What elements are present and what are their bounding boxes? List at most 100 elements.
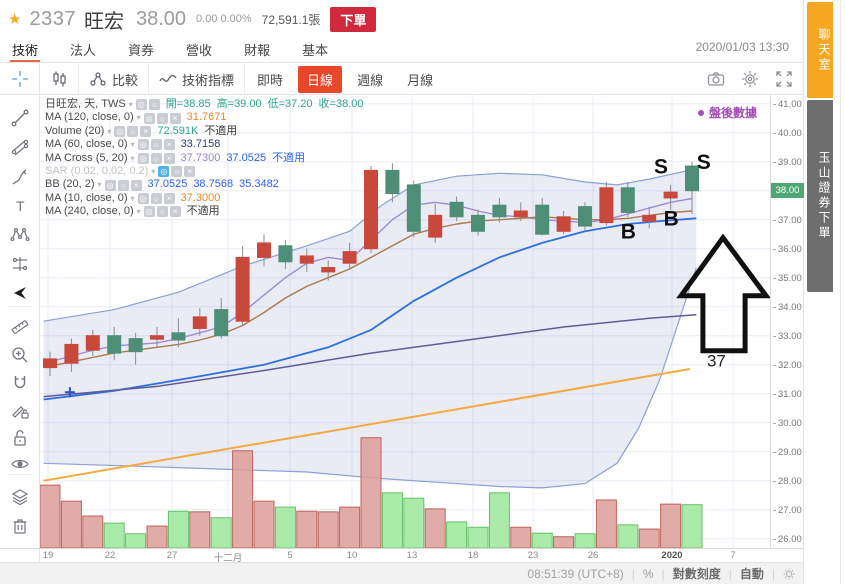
visibility-icon[interactable]: ◎	[137, 139, 149, 151]
legend-title: 日旺宏, 天, TWS	[45, 98, 126, 110]
text-icon[interactable]: T	[9, 195, 31, 217]
gear-icon[interactable]	[741, 70, 759, 88]
visibility-icon[interactable]: ◎	[114, 126, 126, 138]
chevron-down-icon[interactable]: ▾	[128, 100, 133, 109]
volume-bar	[339, 506, 361, 549]
remove-icon[interactable]: ×	[184, 166, 196, 178]
draw-lock-icon[interactable]	[9, 400, 31, 422]
candle-body	[150, 335, 164, 340]
chat-room-tab[interactable]: 聊天室	[807, 2, 833, 98]
eye-icon[interactable]	[9, 453, 31, 475]
settings-icon[interactable]: ☼	[150, 152, 162, 164]
gann-fan-icon[interactable]	[9, 137, 31, 159]
tab-technical[interactable]: 技術	[10, 38, 41, 62]
volume-bar	[189, 511, 211, 549]
zoom-in-icon[interactable]	[9, 344, 31, 366]
time-axis[interactable]: 19 22 27 十二月 5 10 13 18 23 26 2020 7	[0, 548, 803, 564]
settings-icon[interactable]: ☼	[156, 112, 168, 124]
indicators-button[interactable]: 技術指標	[149, 63, 244, 95]
trash-icon[interactable]	[9, 515, 31, 537]
remove-icon[interactable]: ×	[169, 112, 181, 124]
price-axis[interactable]: 41.00 40.00 39.00 38.00 37.00 36.00 35.00 34.00…	[770, 95, 804, 548]
legend-row: 日旺宏, 天, TWS ▾ ◎ ☼ 開=38.85 高=39.00 低=37.20 收=38.…	[45, 98, 370, 111]
lock-open-icon[interactable]	[9, 427, 31, 449]
legend-row: MA (10, close, 0) ▾ ◎ ☼ × 37.3000	[45, 192, 370, 205]
ruler-icon[interactable]	[9, 316, 31, 338]
settings-icon[interactable]: ☼	[117, 179, 129, 191]
remove-icon[interactable]: ×	[169, 206, 181, 218]
visibility-icon[interactable]: ◎	[143, 206, 155, 218]
visibility-icon[interactable]: ◎	[137, 152, 149, 164]
chevron-down-icon[interactable]: ▾	[97, 180, 102, 190]
magnet-icon[interactable]	[9, 372, 31, 394]
percent-scale-toggle[interactable]: %	[642, 566, 654, 581]
visibility-icon[interactable]: ◎	[135, 99, 147, 111]
volume-bar	[617, 524, 639, 549]
brush-icon[interactable]	[9, 166, 31, 188]
settings-icon[interactable]: ☼	[148, 99, 160, 111]
settings-icon[interactable]: ☼	[171, 166, 183, 178]
chevron-down-icon[interactable]: ▾	[136, 113, 141, 123]
toolbar-separator	[244, 63, 246, 95]
remove-icon[interactable]: ×	[163, 139, 175, 151]
last-price: 38.00	[135, 7, 187, 30]
fib-tool-icon[interactable]	[9, 253, 31, 275]
interval-weekly[interactable]: 週線	[357, 72, 384, 88]
tab-institutional[interactable]: 法人	[70, 43, 97, 58]
visibility-icon[interactable]: ◎	[158, 166, 170, 178]
fullscreen-icon[interactable]	[775, 70, 793, 88]
candle-body	[321, 267, 336, 273]
volume-bar	[595, 499, 617, 549]
candle-body	[578, 206, 592, 227]
remove-icon[interactable]: ×	[163, 193, 175, 205]
axis-settings-gear-icon[interactable]	[783, 568, 795, 580]
chevron-down-icon[interactable]: ▾	[107, 126, 112, 136]
volume-bar	[82, 515, 104, 549]
layers-icon[interactable]	[9, 486, 31, 508]
camera-icon[interactable]	[707, 71, 725, 87]
tab-fundamentals[interactable]: 基本	[302, 43, 329, 58]
remove-icon[interactable]: ×	[163, 152, 175, 164]
place-order-button[interactable]: 下單	[330, 6, 377, 32]
buy-sell-mark: S	[697, 151, 711, 174]
chevron-down-icon[interactable]: ▾	[130, 193, 135, 203]
tab-revenue[interactable]: 營收	[186, 43, 213, 58]
price-tick: 40.00	[773, 128, 802, 139]
arrow-pointer-icon[interactable]	[9, 282, 31, 304]
chevron-down-icon[interactable]: ▾	[151, 167, 156, 177]
crosshair-tool[interactable]	[0, 63, 40, 95]
time-tick: 2020	[661, 550, 683, 561]
interval-daily[interactable]: 日線	[298, 65, 343, 93]
visibility-icon[interactable]: ◎	[143, 112, 155, 124]
settings-icon[interactable]: ☼	[150, 193, 162, 205]
price-tick: 26.00	[773, 534, 802, 545]
auto-scale-toggle[interactable]: 自動	[739, 567, 764, 581]
trend-line-icon[interactable]	[9, 107, 31, 129]
volume-bar	[210, 517, 232, 549]
visibility-icon[interactable]: ◎	[104, 179, 116, 191]
remove-icon[interactable]: ×	[130, 179, 142, 191]
settings-icon[interactable]: ☼	[156, 206, 168, 218]
tab-margin[interactable]: 資券	[128, 43, 155, 58]
favorite-star-icon[interactable]: ★	[8, 11, 22, 28]
chevron-down-icon[interactable]: ▾	[130, 153, 135, 163]
interval-realtime[interactable]: 即時	[257, 72, 284, 88]
tab-financials[interactable]: 財報	[244, 43, 271, 58]
remove-icon[interactable]: ×	[140, 126, 152, 138]
chevron-down-icon[interactable]: ▾	[130, 140, 135, 150]
chevron-down-icon[interactable]: ▾	[136, 207, 141, 217]
candle-body	[257, 242, 271, 258]
broker-order-tab[interactable]: 玉山證券下單	[807, 100, 833, 292]
chart-style-button[interactable]	[40, 63, 78, 95]
visibility-icon[interactable]: ◎	[137, 193, 149, 205]
interval-monthly[interactable]: 月線	[407, 72, 434, 88]
xabcd-pattern-icon[interactable]	[9, 224, 31, 246]
settings-icon[interactable]: ☼	[150, 139, 162, 151]
compare-button[interactable]: 比較	[79, 63, 148, 95]
candle-body	[535, 204, 550, 235]
candle-body	[599, 187, 614, 224]
settings-icon[interactable]: ☼	[127, 126, 139, 138]
chart-pane[interactable]: S S B B 37	[39, 95, 771, 549]
log-scale-toggle[interactable]: 對數刻度	[672, 567, 721, 581]
volume-bar	[403, 497, 425, 549]
